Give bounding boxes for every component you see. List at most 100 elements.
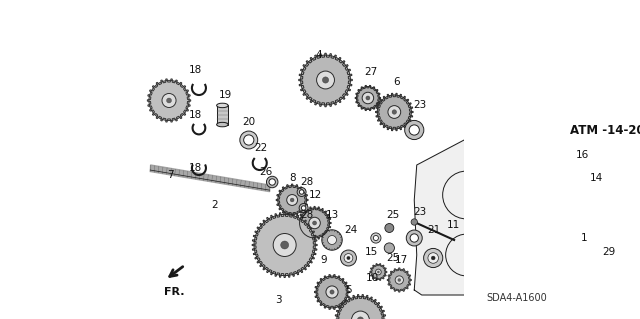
Text: 27: 27 — [364, 67, 377, 77]
Circle shape — [281, 241, 289, 249]
Text: 12: 12 — [309, 190, 322, 200]
Circle shape — [559, 216, 568, 224]
Text: 10: 10 — [365, 273, 378, 283]
Text: 5: 5 — [345, 285, 352, 295]
Circle shape — [287, 195, 298, 205]
Text: 11: 11 — [447, 220, 460, 230]
Circle shape — [384, 243, 394, 253]
Circle shape — [273, 234, 296, 256]
Polygon shape — [376, 93, 413, 131]
Polygon shape — [387, 268, 412, 292]
Circle shape — [266, 176, 278, 188]
Circle shape — [340, 250, 356, 266]
Circle shape — [424, 249, 443, 268]
Circle shape — [552, 208, 576, 232]
Polygon shape — [147, 79, 191, 122]
Text: 14: 14 — [589, 173, 603, 183]
Circle shape — [392, 110, 397, 114]
Circle shape — [300, 190, 304, 194]
Circle shape — [323, 77, 329, 83]
Circle shape — [316, 276, 348, 308]
Circle shape — [240, 131, 258, 149]
Circle shape — [356, 86, 380, 109]
Polygon shape — [531, 188, 596, 252]
Circle shape — [607, 271, 609, 273]
Text: 25: 25 — [387, 253, 400, 263]
Text: 6: 6 — [393, 77, 399, 87]
Polygon shape — [355, 85, 381, 111]
Circle shape — [299, 204, 308, 212]
Polygon shape — [252, 212, 317, 278]
Circle shape — [254, 214, 316, 276]
Text: 3: 3 — [275, 295, 282, 305]
Text: 28: 28 — [300, 210, 314, 220]
Circle shape — [371, 233, 381, 243]
Text: SDA4-A1600: SDA4-A1600 — [486, 293, 547, 303]
Circle shape — [431, 256, 435, 260]
Circle shape — [371, 264, 386, 279]
Circle shape — [409, 125, 419, 135]
Text: 18: 18 — [188, 163, 202, 173]
Text: 20: 20 — [242, 117, 255, 127]
Circle shape — [322, 230, 342, 250]
Text: 28: 28 — [300, 177, 314, 187]
Circle shape — [398, 278, 401, 281]
Polygon shape — [370, 263, 387, 280]
Circle shape — [357, 317, 364, 319]
Polygon shape — [314, 275, 349, 309]
Circle shape — [309, 217, 320, 229]
Text: 17: 17 — [395, 255, 408, 265]
Bar — [584, 260, 596, 264]
Text: 29: 29 — [602, 247, 615, 257]
Circle shape — [290, 198, 294, 202]
Text: 25: 25 — [387, 210, 400, 220]
Ellipse shape — [216, 103, 228, 108]
Text: 8: 8 — [289, 173, 296, 183]
Circle shape — [385, 224, 394, 233]
Polygon shape — [335, 294, 386, 319]
Circle shape — [604, 269, 611, 275]
Polygon shape — [276, 184, 308, 216]
Text: ATM -14-20: ATM -14-20 — [570, 123, 640, 137]
Text: 23: 23 — [413, 207, 427, 217]
Bar — [216, 106, 228, 125]
Circle shape — [388, 106, 401, 118]
Ellipse shape — [216, 122, 228, 127]
Circle shape — [301, 55, 351, 105]
Circle shape — [583, 196, 596, 208]
Circle shape — [366, 96, 370, 100]
Circle shape — [533, 189, 595, 251]
Circle shape — [388, 269, 410, 291]
Circle shape — [404, 121, 424, 140]
Circle shape — [600, 264, 616, 280]
Circle shape — [337, 296, 384, 319]
Circle shape — [378, 271, 380, 273]
Text: 15: 15 — [365, 247, 378, 257]
Text: 22: 22 — [254, 143, 268, 153]
Polygon shape — [598, 263, 617, 281]
Text: 26: 26 — [259, 167, 273, 177]
Circle shape — [587, 199, 593, 205]
Text: 21: 21 — [428, 225, 441, 235]
Circle shape — [300, 208, 330, 238]
Circle shape — [269, 179, 275, 185]
Circle shape — [326, 286, 338, 298]
Circle shape — [330, 290, 334, 294]
Circle shape — [428, 253, 438, 263]
Text: 18: 18 — [188, 110, 202, 120]
Polygon shape — [299, 53, 352, 107]
Text: 7: 7 — [166, 170, 173, 180]
Circle shape — [149, 80, 189, 121]
Circle shape — [166, 98, 172, 103]
Text: 9: 9 — [320, 255, 327, 265]
Text: 13: 13 — [326, 210, 339, 220]
Polygon shape — [566, 171, 584, 189]
Circle shape — [406, 230, 422, 246]
Polygon shape — [150, 165, 270, 192]
Circle shape — [317, 71, 335, 89]
Circle shape — [297, 188, 306, 197]
Circle shape — [410, 234, 419, 242]
Circle shape — [376, 269, 381, 275]
Polygon shape — [298, 206, 331, 240]
Circle shape — [572, 177, 578, 183]
